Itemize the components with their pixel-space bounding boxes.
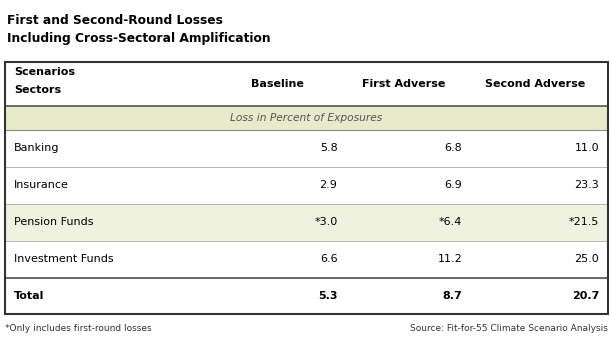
Bar xyxy=(5,278,608,314)
Text: Scenarios: Scenarios xyxy=(14,67,75,77)
Text: Total: Total xyxy=(14,291,44,301)
Text: 5.8: 5.8 xyxy=(320,143,338,153)
Text: *6.4: *6.4 xyxy=(439,217,462,227)
Bar xyxy=(5,62,608,106)
Text: 11.0: 11.0 xyxy=(574,143,599,153)
Text: 6.6: 6.6 xyxy=(320,254,338,264)
Bar xyxy=(5,106,608,130)
Text: Banking: Banking xyxy=(14,143,59,153)
Text: 6.9: 6.9 xyxy=(444,180,462,190)
Bar xyxy=(5,167,608,204)
Text: Pension Funds: Pension Funds xyxy=(14,217,93,227)
Text: 11.2: 11.2 xyxy=(438,254,462,264)
Text: Sectors: Sectors xyxy=(14,85,61,95)
Text: Source: Fit-for-55 Climate Scenario Analysis: Source: Fit-for-55 Climate Scenario Anal… xyxy=(410,324,608,333)
Text: *21.5: *21.5 xyxy=(569,217,599,227)
Text: 25.0: 25.0 xyxy=(574,254,599,264)
Text: Insurance: Insurance xyxy=(14,180,69,190)
Text: 8.7: 8.7 xyxy=(443,291,462,301)
Text: Loss in Percent of Exposures: Loss in Percent of Exposures xyxy=(230,113,383,123)
Text: Second Adverse: Second Adverse xyxy=(485,79,585,89)
Bar xyxy=(5,241,608,278)
Text: 23.3: 23.3 xyxy=(574,180,599,190)
Bar xyxy=(5,62,608,314)
Text: *3.0: *3.0 xyxy=(314,217,338,227)
Text: First Adverse: First Adverse xyxy=(362,79,446,89)
Text: 2.9: 2.9 xyxy=(319,180,338,190)
Text: 20.7: 20.7 xyxy=(572,291,599,301)
Bar xyxy=(5,130,608,167)
Text: Including Cross-Sectoral Amplification: Including Cross-Sectoral Amplification xyxy=(7,32,270,45)
Text: First and Second-Round Losses: First and Second-Round Losses xyxy=(7,14,223,27)
Text: 5.3: 5.3 xyxy=(318,291,338,301)
Bar xyxy=(5,204,608,241)
Text: *Only includes first-round losses: *Only includes first-round losses xyxy=(5,324,151,333)
Text: 6.8: 6.8 xyxy=(444,143,462,153)
Text: Investment Funds: Investment Funds xyxy=(14,254,113,264)
Text: Baseline: Baseline xyxy=(251,79,303,89)
